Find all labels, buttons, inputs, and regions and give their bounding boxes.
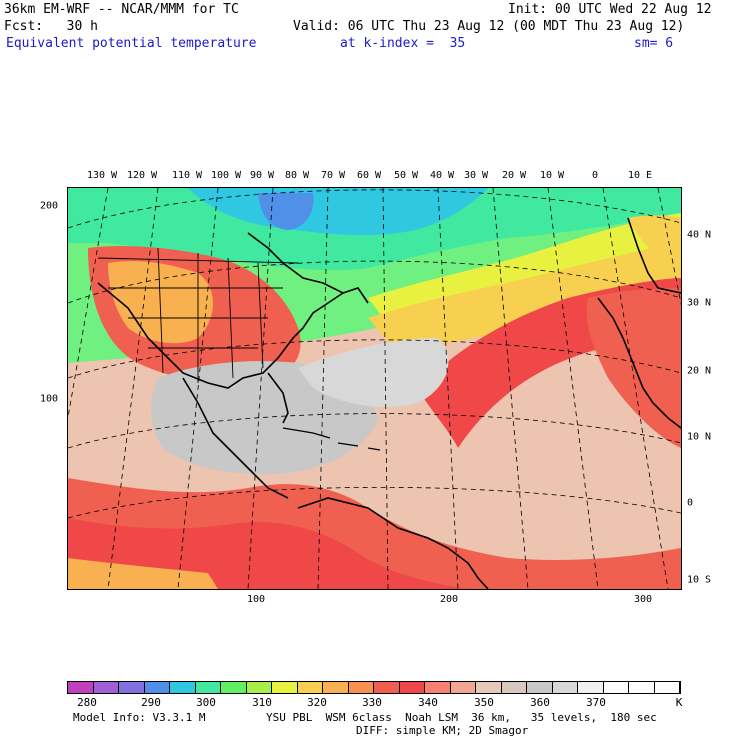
color-swatch <box>527 682 553 693</box>
lon-label: 90 W <box>249 170 275 181</box>
color-swatch <box>144 682 170 693</box>
color-swatch <box>629 682 655 693</box>
color-scale-label: 310 <box>252 696 272 709</box>
model-info: Model Info: V3.3.1 M <box>73 711 206 724</box>
color-swatch <box>93 682 119 693</box>
lon-label: 60 W <box>356 170 382 181</box>
color-scale-label: 330 <box>362 696 382 709</box>
color-scale-label: 360 <box>530 696 550 709</box>
lat-label: 20 N <box>687 365 712 377</box>
grid-y-label: 100 <box>40 393 59 405</box>
color-scale-label: 290 <box>141 696 161 709</box>
grid-y-label: 200 <box>40 200 59 212</box>
lon-label: 110 W <box>171 170 203 181</box>
lat-label: 0 <box>687 497 694 509</box>
color-scale-bar <box>67 681 681 694</box>
model-title: 36km EM-WRF -- NCAR/MMM for TC <box>4 2 239 17</box>
color-swatch <box>476 682 502 693</box>
color-swatch <box>654 682 680 693</box>
color-swatch <box>501 682 527 693</box>
color-swatch <box>425 682 451 693</box>
color-swatch <box>195 682 221 693</box>
weather-map <box>67 187 682 590</box>
color-swatch <box>170 682 196 693</box>
lon-label: 10 E <box>627 170 653 181</box>
color-swatch <box>450 682 476 693</box>
lat-label: 10 N <box>687 431 712 443</box>
color-swatch <box>578 682 604 693</box>
lon-label: 70 W <box>320 170 346 181</box>
diffusion-info: DIFF: simple KM; 2D Smagor <box>356 724 529 737</box>
init-time: Init: 00 UTC Wed 22 Aug 12 <box>508 2 712 17</box>
color-swatch <box>119 682 145 693</box>
color-scale-label: 350 <box>474 696 494 709</box>
color-swatch <box>221 682 247 693</box>
lon-label: 0 <box>591 170 599 181</box>
grid-x-label: 100 <box>246 594 266 605</box>
color-scale-unit: K <box>675 696 683 709</box>
theta-e-field <box>68 188 681 589</box>
lon-label: 40 W <box>429 170 455 181</box>
lon-label: 20 W <box>501 170 527 181</box>
color-swatch <box>552 682 578 693</box>
color-scale-label: 340 <box>418 696 438 709</box>
color-swatch <box>374 682 400 693</box>
physics-info: YSU PBL WSM 6class Noah LSM 36 km, 35 le… <box>266 711 657 724</box>
color-scale-label: 320 <box>307 696 327 709</box>
color-scale-label: 370 <box>586 696 606 709</box>
lon-label: 80 W <box>284 170 310 181</box>
valid-time: Valid: 06 UTC Thu 23 Aug 12 (00 MDT Thu … <box>293 19 685 34</box>
color-swatch <box>246 682 272 693</box>
lon-label: 30 W <box>463 170 489 181</box>
forecast-hour: Fcst: 30 h <box>4 19 98 34</box>
color-swatch <box>348 682 374 693</box>
color-swatch <box>272 682 298 693</box>
lon-label: 100 W <box>210 170 242 181</box>
color-scale-label: 300 <box>196 696 216 709</box>
grid-x-label: 300 <box>633 594 653 605</box>
lon-label: 10 W <box>539 170 565 181</box>
grid-x-label: 200 <box>439 594 459 605</box>
color-swatch <box>323 682 349 693</box>
color-scale-label: 280 <box>77 696 97 709</box>
color-swatch <box>297 682 323 693</box>
color-swatch <box>68 682 94 693</box>
field-name: Equivalent potential temperature <box>6 36 257 51</box>
k-index-label: at k-index = 35 <box>340 36 466 51</box>
lon-label: 130 W <box>86 170 118 181</box>
lat-label: 40 N <box>687 229 712 241</box>
lon-label: 50 W <box>393 170 419 181</box>
lat-label: 10 S <box>687 574 712 586</box>
color-swatch <box>399 682 425 693</box>
lon-label: 120 W <box>126 170 158 181</box>
color-swatch <box>603 682 629 693</box>
lat-label: 30 N <box>687 297 712 309</box>
smoothing-label: sm= 6 <box>634 36 674 51</box>
